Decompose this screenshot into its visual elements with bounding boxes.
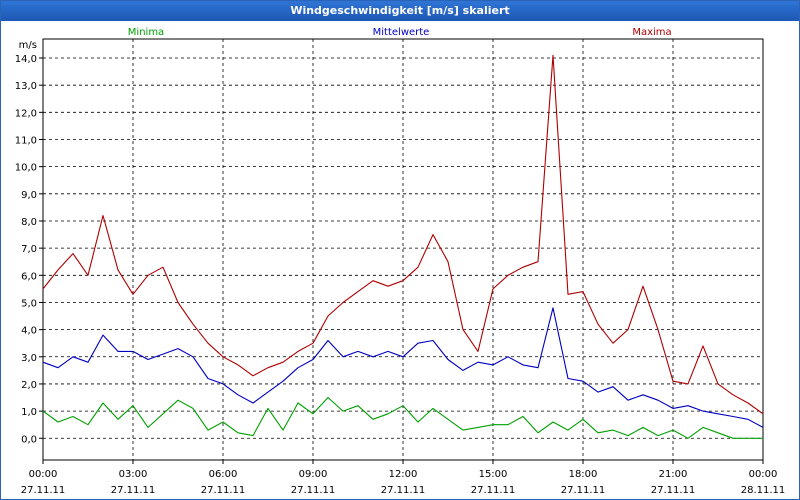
legend-minima: Minima	[128, 27, 164, 38]
x-tick-date: 27.11.11	[111, 485, 156, 496]
y-tick-label: 4,0	[21, 326, 37, 337]
x-tick-date: 28.11.11	[741, 485, 786, 496]
x-tick-time: 09:00	[299, 469, 328, 480]
y-tick-label: 11,0	[15, 135, 37, 146]
y-tick-label: 14,0	[15, 54, 37, 65]
y-tick-label: 3,0	[21, 353, 37, 364]
x-tick-time: 00:00	[749, 469, 778, 480]
legend-mittelwerte: Mittelwerte	[373, 27, 430, 38]
y-tick-label: 0,0	[21, 434, 37, 445]
x-tick-time: 00:00	[29, 469, 58, 480]
window-title: Windgeschwindigkeit [m/s] skaliert	[1, 1, 799, 21]
y-tick-label: 12,0	[15, 108, 37, 119]
x-tick-date: 27.11.11	[381, 485, 426, 496]
series-line-mittelwerte	[42, 307, 764, 428]
y-tick-label: 1,0	[21, 407, 37, 418]
series-line-minima	[42, 396, 763, 439]
y-tick-label: 10,0	[15, 163, 37, 174]
x-tick-date: 27.11.11	[561, 485, 606, 496]
x-tick-time: 12:00	[389, 469, 418, 480]
x-tick-date: 27.11.11	[21, 485, 66, 496]
x-tick-date: 27.11.11	[471, 485, 516, 496]
y-tick-label: 7,0	[21, 244, 37, 255]
x-tick-time: 06:00	[209, 469, 238, 480]
y-tick-label: 6,0	[21, 271, 37, 282]
x-tick-date: 27.11.11	[651, 485, 696, 496]
x-tick-time: 15:00	[479, 469, 508, 480]
y-tick-label: 13,0	[15, 81, 37, 92]
x-tick-time: 18:00	[569, 469, 598, 480]
x-tick-time: 03:00	[119, 469, 148, 480]
y-tick-label: 5,0	[21, 298, 37, 309]
x-tick-time: 21:00	[659, 469, 688, 480]
legend-maxima: Maxima	[632, 27, 671, 38]
y-axis-unit: m/s	[19, 40, 37, 51]
series-line-maxima	[42, 54, 764, 415]
y-tick-label: 9,0	[21, 190, 37, 201]
x-tick-date: 27.11.11	[201, 485, 246, 496]
y-tick-label: 8,0	[21, 217, 37, 228]
y-tick-label: 2,0	[21, 380, 37, 391]
x-tick-date: 27.11.11	[291, 485, 336, 496]
